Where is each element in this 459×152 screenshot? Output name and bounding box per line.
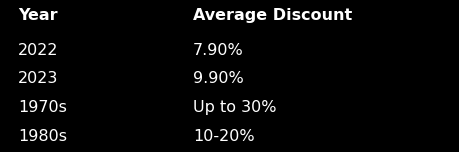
Text: Average Discount: Average Discount	[193, 8, 352, 23]
Text: 7.90%: 7.90%	[193, 43, 244, 58]
Text: Year: Year	[18, 8, 58, 23]
Text: 2022: 2022	[18, 43, 59, 58]
Text: 10-20%: 10-20%	[193, 129, 254, 144]
Text: 1980s: 1980s	[18, 129, 67, 144]
Text: 9.90%: 9.90%	[193, 71, 244, 86]
Text: 1970s: 1970s	[18, 100, 67, 115]
Text: 2023: 2023	[18, 71, 59, 86]
Text: Up to 30%: Up to 30%	[193, 100, 276, 115]
